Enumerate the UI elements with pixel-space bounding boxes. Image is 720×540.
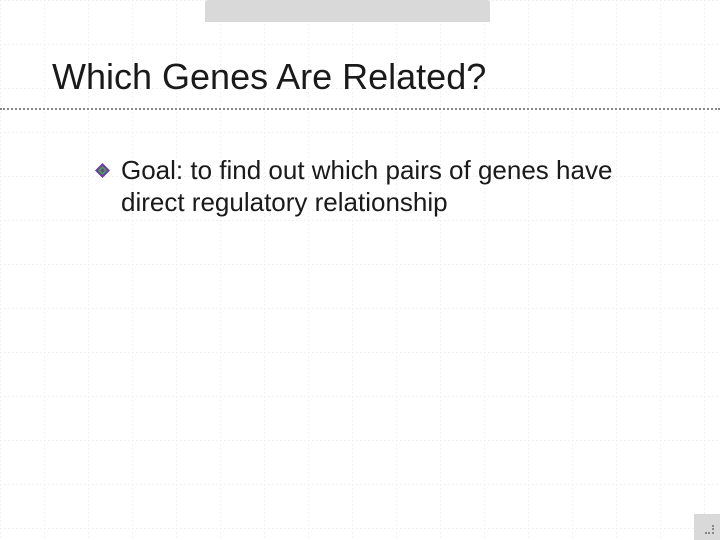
diamond-icon	[95, 163, 110, 178]
slide-title: Which Genes Are Related?	[52, 56, 672, 106]
bullet-text: Goal: to find out which pairs of genes h…	[121, 155, 612, 217]
slide-body: Goal: to find out which pairs of genes h…	[95, 155, 660, 218]
top-tab-decoration	[205, 0, 490, 22]
bullet-item: Goal: to find out which pairs of genes h…	[95, 155, 660, 218]
title-underline	[0, 108, 720, 110]
slide-title-text: Which Genes Are Related?	[52, 56, 486, 97]
corner-accent	[694, 514, 720, 540]
